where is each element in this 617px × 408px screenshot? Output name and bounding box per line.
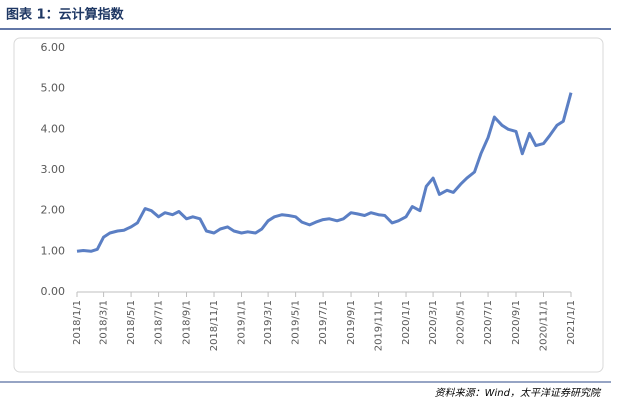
x-tick-label: 2018/3/1 [99, 300, 110, 345]
chart-frame [13, 37, 604, 373]
y-tick-label: 1.00 [41, 244, 66, 257]
x-tick-label: 2020/11/1 [539, 300, 550, 351]
x-tick-label: 2019/7/1 [318, 300, 329, 345]
x-tick-label: 2020/9/1 [511, 300, 522, 345]
x-tick-label: 2018/9/1 [182, 300, 193, 345]
x-tick-label: 2019/3/1 [263, 300, 274, 345]
x-tick-label: 2019/5/1 [291, 300, 302, 345]
y-tick-label: 5.00 [41, 82, 66, 95]
x-tick-label: 2018/1/1 [72, 300, 83, 345]
x-tick-label: 2019/11/1 [374, 300, 385, 351]
page-title: 图表 1：云计算指数 [6, 7, 125, 23]
y-tick-label: 2.00 [41, 204, 66, 217]
x-tick-label: 2018/5/1 [126, 300, 137, 345]
x-tick-label: 2019/9/1 [346, 300, 357, 345]
y-tick-label: 0.00 [41, 285, 66, 298]
x-tick-label: 2020/5/1 [456, 300, 467, 345]
y-tick-label: 4.00 [41, 122, 66, 135]
x-tick-label: 2018/11/1 [209, 300, 220, 351]
y-tick-label: 6.00 [41, 41, 66, 54]
x-tick-label: 2020/1/1 [401, 300, 412, 345]
x-tick-label: 2021/1/1 [566, 300, 577, 345]
x-tick-label: 2020/7/1 [483, 300, 494, 345]
y-tick-label: 3.00 [41, 163, 66, 176]
x-tick-label: 2018/7/1 [154, 300, 165, 345]
source: 资料来源：Wind，太平洋证券研究院 [435, 387, 602, 399]
x-tick-label: 2019/1/1 [237, 300, 248, 345]
x-tick-label: 2020/3/1 [428, 300, 439, 345]
data-line [76, 92, 573, 253]
